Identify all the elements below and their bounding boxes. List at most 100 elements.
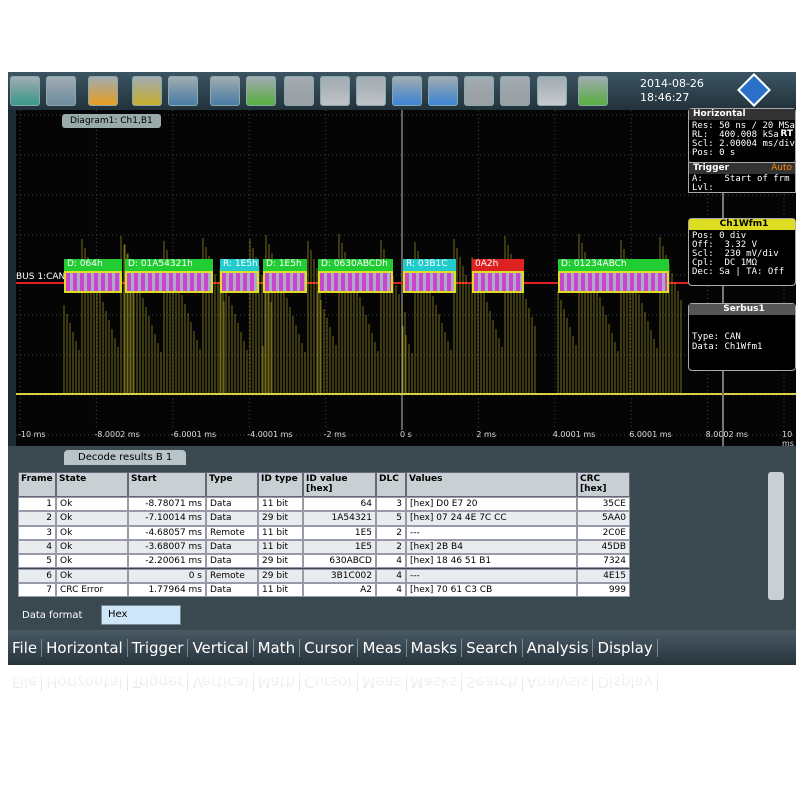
table-cell[interactable]: -4.68057 ms: [128, 525, 206, 540]
panel-line: Res: 50 ns / 20 MSa/s: [692, 121, 800, 131]
toolbar-button[interactable]: [428, 76, 458, 106]
table-cell[interactable]: ---: [406, 568, 577, 583]
toolbar-button[interactable]: [132, 76, 162, 106]
toolbar-button[interactable]: [464, 76, 494, 106]
table-cell[interactable]: 4: [376, 582, 406, 598]
table-cell[interactable]: A2: [303, 582, 376, 598]
menu-item[interactable]: Meas: [358, 638, 407, 657]
table-cell[interactable]: 4: [376, 568, 406, 583]
menu-item[interactable]: Cursor: [300, 638, 359, 657]
table-cell[interactable]: Data: [206, 554, 258, 569]
menu-item[interactable]: Math: [254, 638, 301, 657]
table-cell[interactable]: Data: [206, 497, 258, 512]
menu-item[interactable]: Search: [462, 638, 523, 657]
table-cell[interactable]: 3: [18, 525, 56, 540]
table-cell[interactable]: 1.77964 ms: [128, 582, 206, 598]
table-cell[interactable]: Ok: [56, 568, 128, 583]
table-cell[interactable]: -3.68007 ms: [128, 539, 206, 555]
toolbar-button[interactable]: [284, 76, 314, 106]
table-cell[interactable]: 29 bit: [258, 511, 303, 526]
toolbar-button[interactable]: [320, 76, 350, 106]
table-cell[interactable]: [hex] 18 46 51 B1: [406, 554, 577, 569]
table-cell[interactable]: Ok: [56, 525, 128, 540]
table-cell[interactable]: [hex] D0 E7 20: [406, 497, 577, 512]
table-cell[interactable]: 1A54321: [303, 511, 376, 526]
table-cell[interactable]: 29 bit: [258, 554, 303, 569]
menu-item[interactable]: Analysis: [523, 638, 594, 657]
toolbar-button[interactable]: [10, 76, 40, 106]
table-cell[interactable]: [hex] 70 61 C3 CB: [406, 582, 577, 598]
toolbar-button[interactable]: [210, 76, 240, 106]
table-cell[interactable]: -8.78071 ms: [128, 497, 206, 512]
table-cell[interactable]: 4E15: [577, 568, 630, 583]
table-cell[interactable]: Ok: [56, 497, 128, 512]
toolbar-button[interactable]: [246, 76, 276, 106]
table-cell[interactable]: ---: [406, 525, 577, 540]
toolbar-button[interactable]: [356, 76, 386, 106]
menu-item-reflection: Horizontal: [42, 673, 128, 692]
table-cell[interactable]: 7324: [577, 554, 630, 569]
table-cell[interactable]: 5: [376, 511, 406, 526]
table-cell[interactable]: 5AA0: [577, 511, 630, 526]
table-cell[interactable]: [hex] 07 24 4E 7C CC: [406, 511, 577, 526]
panel-title: Horizontal: [689, 109, 795, 120]
toolbar-button[interactable]: [392, 76, 422, 106]
toolbar-button[interactable]: [537, 76, 567, 106]
toolbar-button[interactable]: [88, 76, 118, 106]
table-cell[interactable]: 2: [376, 525, 406, 540]
table-cell[interactable]: 29 bit: [258, 568, 303, 583]
table-cell[interactable]: 6: [18, 568, 56, 583]
table-cell[interactable]: 2: [376, 539, 406, 555]
table-cell[interactable]: 64: [303, 497, 376, 512]
table-cell[interactable]: Ok: [56, 539, 128, 555]
table-cell[interactable]: 11 bit: [258, 525, 303, 540]
table-cell[interactable]: 4: [376, 554, 406, 569]
table-cell[interactable]: 4: [18, 539, 56, 555]
menu-item[interactable]: Vertical: [188, 638, 254, 657]
column-header: State: [56, 472, 128, 497]
table-cell[interactable]: 11 bit: [258, 539, 303, 555]
table-cell[interactable]: 1E5: [303, 539, 376, 555]
panel-line: Cpl: DC 1MΩ: [692, 258, 758, 268]
menu-item[interactable]: Trigger: [128, 638, 189, 657]
table-cell[interactable]: 1E5: [303, 525, 376, 540]
table-cell[interactable]: 999: [577, 582, 630, 598]
x-tick-label: 8.0002 ms: [705, 430, 749, 439]
frame-bits: [125, 271, 213, 293]
table-cell[interactable]: Ok: [56, 554, 128, 569]
table-cell[interactable]: -2.20061 ms: [128, 554, 206, 569]
table-cell[interactable]: 630ABCD: [303, 554, 376, 569]
menu-item[interactable]: Masks: [407, 638, 463, 657]
table-cell[interactable]: -7.10014 ms: [128, 511, 206, 526]
table-cell[interactable]: Data: [206, 511, 258, 526]
data-format-field[interactable]: Hex: [101, 605, 181, 625]
menu-item[interactable]: Display: [593, 638, 658, 657]
toolbar-button[interactable]: [168, 76, 198, 106]
toolbar-button[interactable]: [500, 76, 530, 106]
table-cell[interactable]: 7: [18, 582, 56, 598]
table-cell[interactable]: Ok: [56, 511, 128, 526]
table-cell[interactable]: 5: [18, 554, 56, 569]
table-cell[interactable]: Remote: [206, 568, 258, 583]
table-cell[interactable]: 0 s: [128, 568, 206, 583]
table-cell[interactable]: Data: [206, 539, 258, 555]
table-cell[interactable]: 11 bit: [258, 497, 303, 512]
table-cell[interactable]: 45DB: [577, 539, 630, 555]
table-cell[interactable]: 11 bit: [258, 582, 303, 598]
table-cell[interactable]: 2C0E: [577, 525, 630, 540]
table-cell[interactable]: Data: [206, 582, 258, 598]
table-cell[interactable]: 35CE: [577, 497, 630, 512]
toolbar-button[interactable]: [578, 76, 608, 106]
table-cell[interactable]: 2: [18, 511, 56, 526]
time: 18:46:27: [640, 91, 690, 104]
table-cell[interactable]: CRC Error: [56, 582, 128, 598]
table-cell[interactable]: 1: [18, 497, 56, 512]
table-cell[interactable]: [hex] 2B B4: [406, 539, 577, 555]
toolbar-button[interactable]: [46, 76, 76, 106]
table-cell[interactable]: 3: [376, 497, 406, 512]
table-cell[interactable]: 3B1C002: [303, 568, 376, 583]
menu-item[interactable]: File: [8, 638, 43, 657]
table-cell[interactable]: Remote: [206, 525, 258, 540]
menu-item[interactable]: Horizontal: [42, 638, 128, 657]
x-tick-label: 2 ms: [476, 430, 496, 439]
